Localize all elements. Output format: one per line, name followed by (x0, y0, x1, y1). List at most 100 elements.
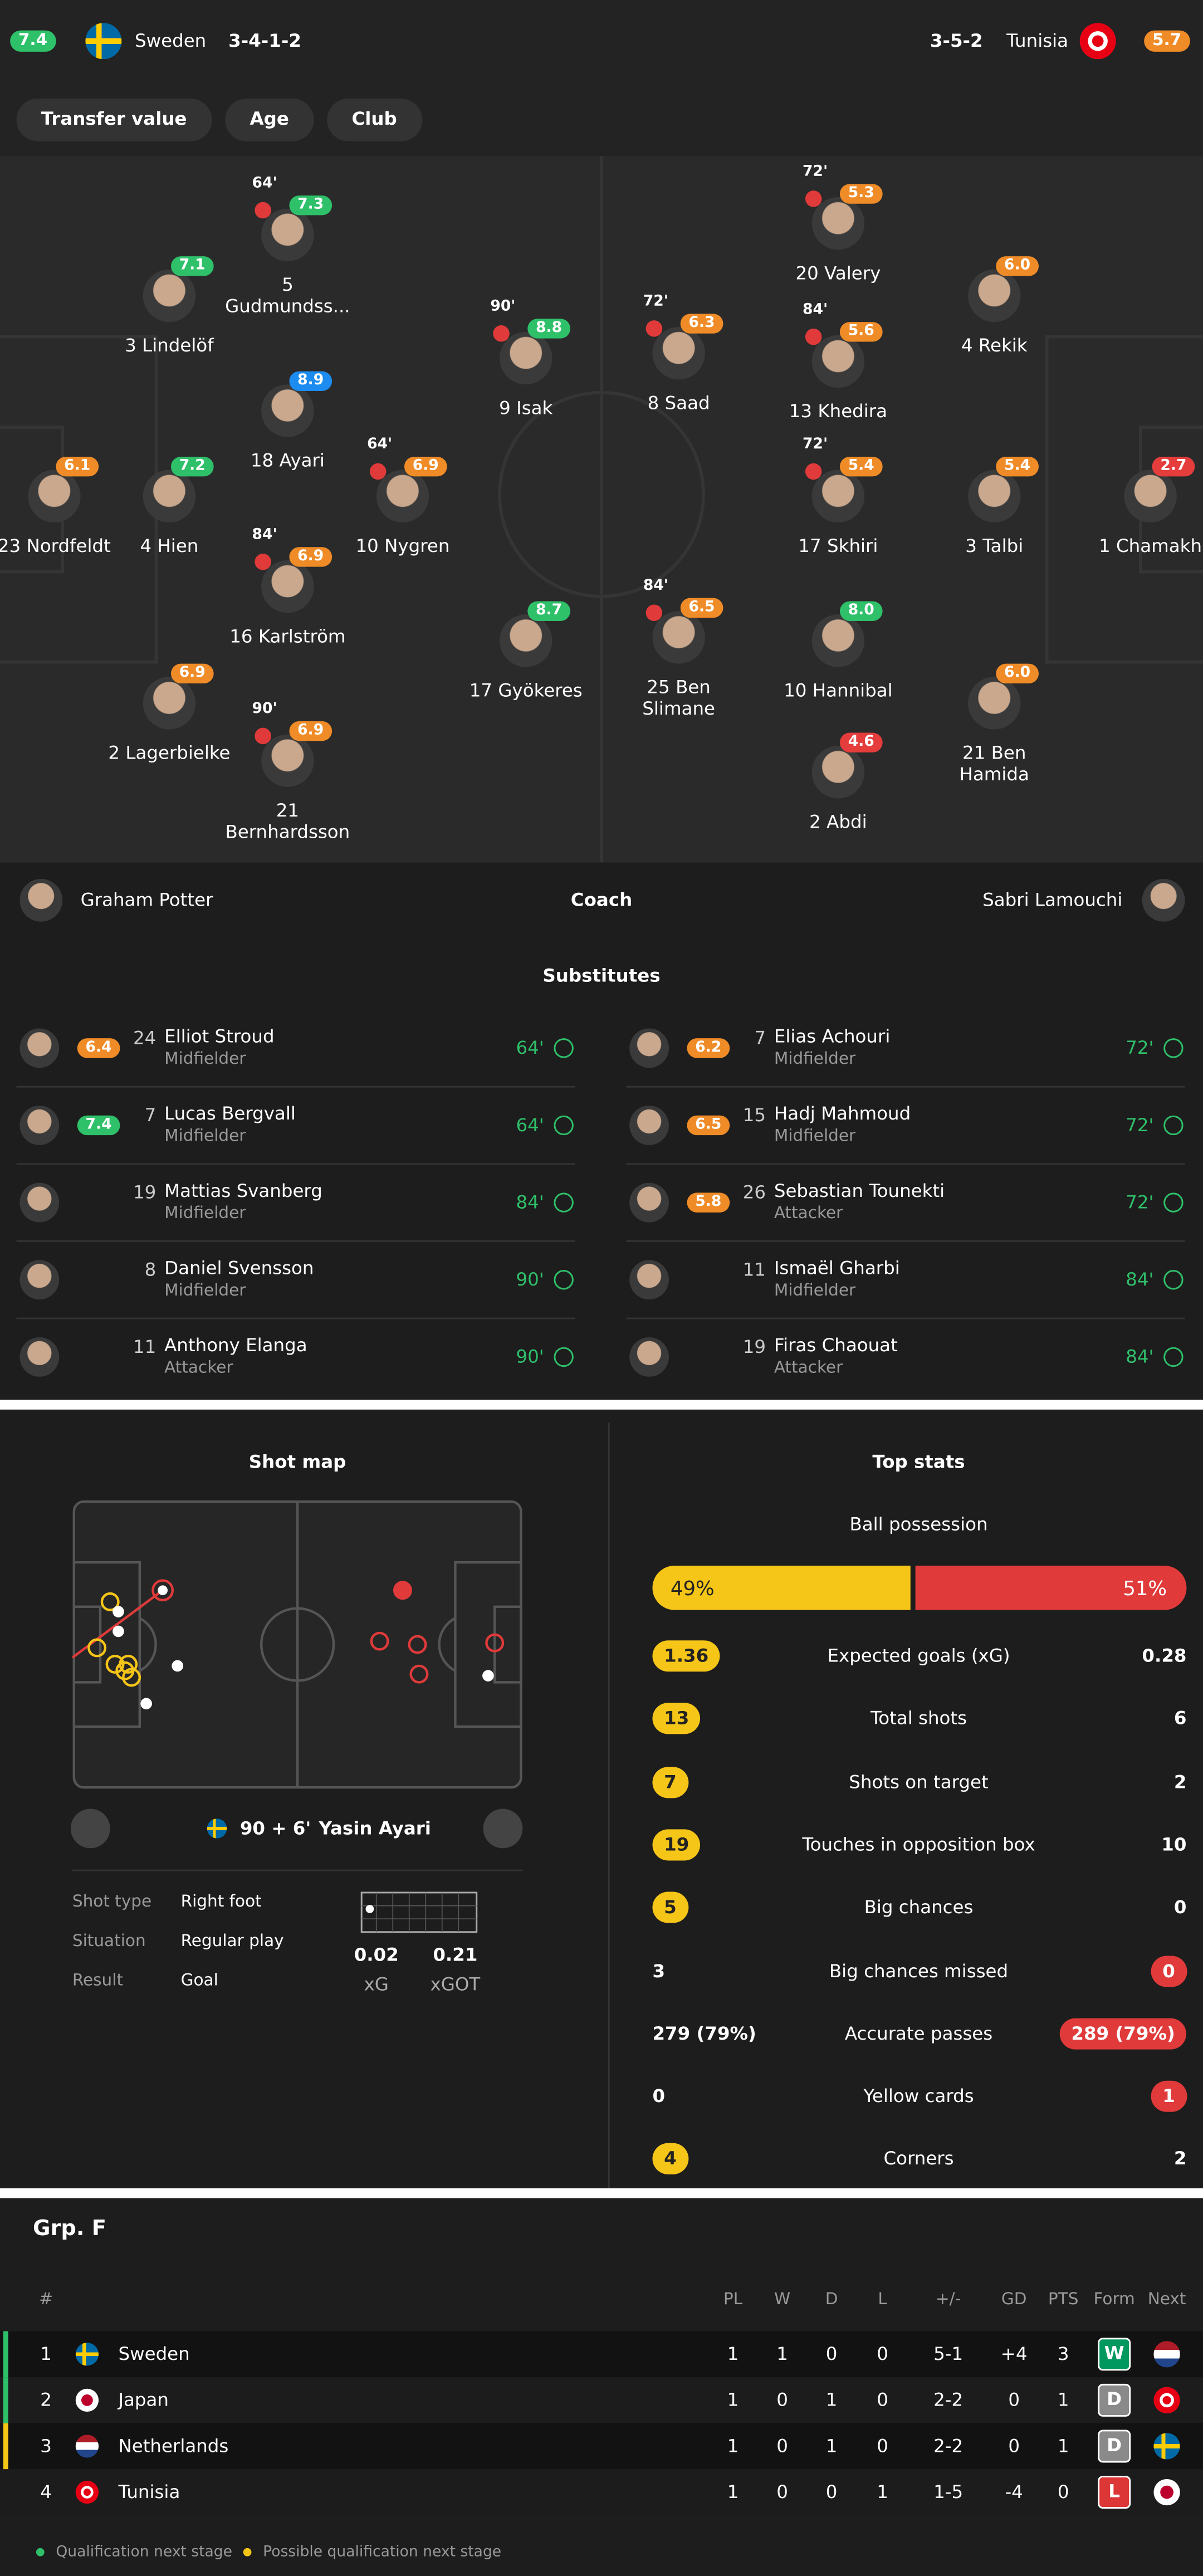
tab[interactable]: Club (327, 98, 422, 141)
player-label: 25 Ben Slimane (610, 677, 748, 720)
sub-minute: 84' (1126, 1269, 1154, 1291)
sub-minute: 72' (1126, 1115, 1154, 1136)
sub-icon (255, 727, 271, 745)
player-avatar (261, 384, 314, 437)
sub-position: Attacker (774, 1359, 843, 1378)
table-cell: 0 (1008, 2435, 1020, 2457)
section-title: Shot map (248, 1451, 346, 1473)
rating: 5.7 (1144, 30, 1190, 52)
rating: 6.3 (680, 314, 723, 334)
player-avatar (28, 470, 81, 522)
player-label: 5 Gudmundss... (218, 275, 356, 317)
row-divider (626, 1317, 1185, 1319)
detail-value: Regular play (180, 1933, 284, 1951)
player-avatar (261, 560, 314, 613)
player-avatar (811, 614, 865, 667)
rating: 8.9 (289, 371, 332, 392)
player-name: Nygren (384, 535, 450, 557)
sub-minute: 90' (490, 299, 516, 316)
divider (608, 1423, 610, 2188)
possession-bar (652, 1565, 911, 1610)
sub-position: Midfielder (774, 1282, 856, 1301)
flag (75, 2480, 99, 2504)
stat-away: 2 (1173, 2148, 1187, 2171)
tab[interactable]: Age (225, 98, 314, 141)
stat-label: Touches in opposition box (802, 1834, 1035, 1856)
sub-minute: 72' (803, 164, 828, 181)
player-name: Ben Slimane (642, 677, 716, 720)
rating: 5.8 (687, 1192, 730, 1213)
row-divider (626, 1086, 1185, 1088)
player-avatar (500, 331, 552, 385)
coach-avatar (19, 879, 63, 922)
player-name: Talbi (982, 535, 1024, 557)
sub-icon (493, 325, 510, 342)
detail-value: Right foot (180, 1893, 262, 1912)
sub-name: Lucas Bergvall (164, 1103, 296, 1125)
sub-minute: 84' (803, 302, 828, 319)
xg-label: xGOT (430, 1973, 481, 1996)
player-avatar (1124, 470, 1177, 522)
sub-avatar (19, 1260, 60, 1300)
stat-home: 0 (652, 2085, 666, 2108)
table-cell: 1 (727, 2389, 739, 2411)
stat-away: 289 (79%) (1059, 2018, 1187, 2050)
sub-name: Mattias Svanberg (164, 1180, 322, 1202)
sub-position: Midfielder (164, 1205, 246, 1223)
player-number: 18 (250, 450, 274, 472)
player-number: 1 (1099, 535, 1111, 557)
player-label: 23 Nordfeldt (0, 536, 123, 557)
sub-number: 8 (144, 1259, 157, 1281)
player-avatar (261, 734, 314, 787)
sub-icon (255, 202, 271, 219)
rating: 7.4 (77, 1115, 120, 1136)
flag (1079, 23, 1116, 60)
stat-away: 10 (1161, 1834, 1187, 1856)
sub-in-icon (1163, 1270, 1184, 1290)
flag (1153, 2341, 1180, 2368)
divider (72, 1869, 523, 1871)
player-name: Khedira (818, 400, 888, 423)
table-cell: 1 (1057, 2435, 1069, 2457)
player-avatar (811, 197, 865, 250)
player-label: 10 Hannibal (769, 680, 907, 701)
table-cell: 0 (825, 2481, 838, 2503)
column-header: Next (1147, 2291, 1186, 2309)
sub-minute: 90' (516, 1346, 544, 1368)
tab[interactable]: Transfer value (16, 98, 212, 141)
player-label: 17 Skhiri (769, 536, 907, 557)
sub-name: Elias Achouri (774, 1026, 891, 1048)
sub-in-icon (554, 1347, 574, 1367)
table-row (0, 2331, 1203, 2378)
next-button[interactable] (483, 1808, 523, 1849)
stat-label: Yellow cards (863, 2085, 974, 2108)
rating: 5.6 (839, 322, 883, 342)
table-cell: 1 (727, 2481, 739, 2503)
player-label: 17 Gyökeres (457, 680, 595, 701)
detail-label: Result (72, 1972, 124, 1991)
rank: 4 (40, 2481, 52, 2503)
coach-label: Coach (570, 889, 633, 911)
player-avatar (968, 677, 1021, 730)
prev-button[interactable] (70, 1808, 110, 1849)
sub-in-icon (554, 1192, 574, 1213)
player-number: 23 (0, 535, 21, 557)
stat-label: Total shots (870, 1708, 967, 1730)
detail-label: Shot type (72, 1893, 152, 1912)
stat-home: 3 (652, 1959, 666, 1982)
player-label: 4 Hien (100, 536, 238, 557)
sub-number: 24 (133, 1027, 157, 1049)
rating: 6.1 (56, 456, 99, 477)
xg-label: xG (364, 1973, 389, 1996)
stat-label: Big chances (864, 1896, 974, 1919)
player-name: Valery (824, 262, 881, 285)
rating: 7.1 (170, 256, 214, 276)
player-label: 3 Lindelöf (100, 335, 238, 356)
column-header: Form (1093, 2291, 1135, 2309)
sub-number: 7 (754, 1027, 766, 1049)
column-header: +/- (935, 2291, 961, 2309)
player-number: 4 (140, 535, 152, 557)
qualification-bar (3, 2331, 8, 2378)
sub-minute: 84' (643, 578, 668, 595)
